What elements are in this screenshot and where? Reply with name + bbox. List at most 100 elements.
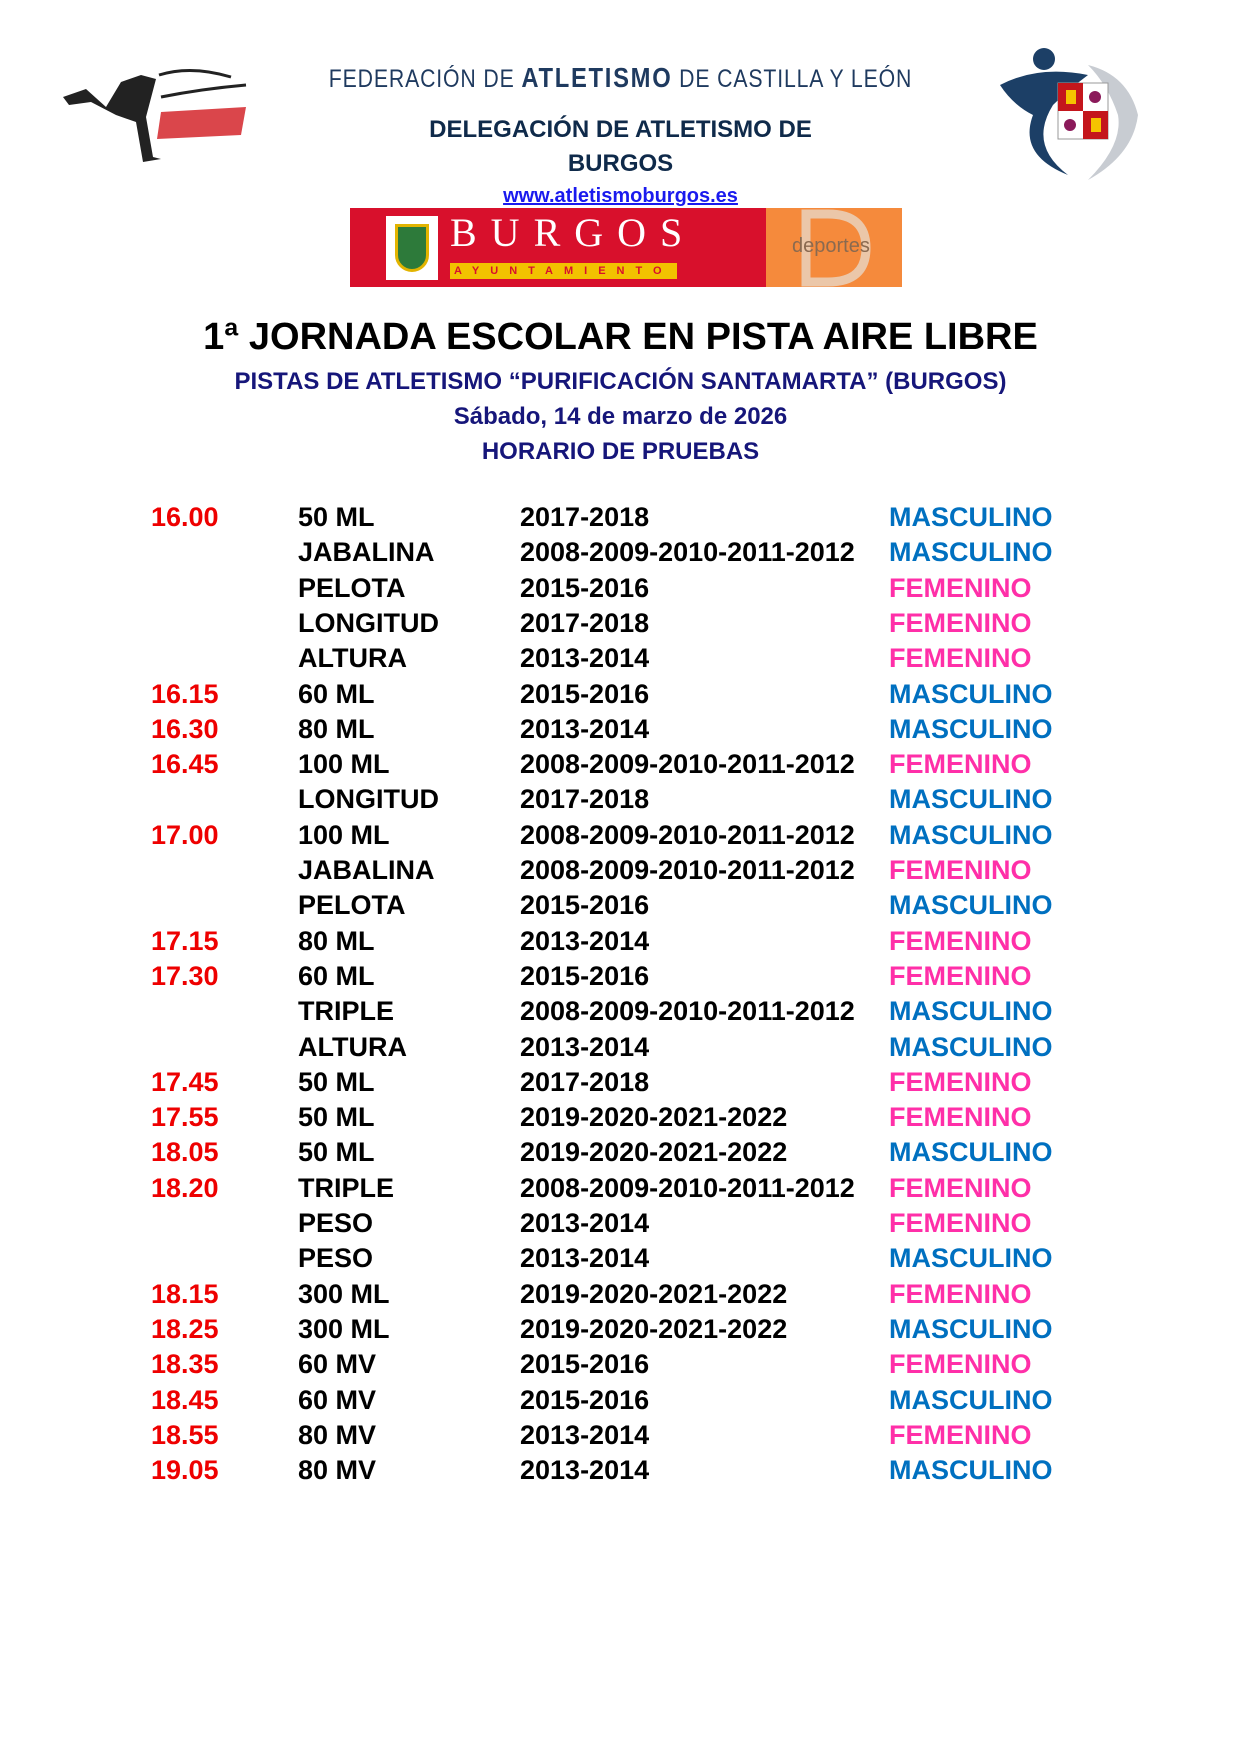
years-cell: 2019-2020-2021-2022 — [520, 1278, 788, 1309]
schedule-row: 17.30 60 ML 2015-2016 FEMENINO — [0, 959, 1241, 993]
event-cell: 60 MV — [298, 1384, 377, 1415]
time-cell: 18.45 — [151, 1384, 219, 1415]
gender-cell: FEMENINO — [889, 607, 1032, 638]
event-cell: ALTURA — [298, 1031, 407, 1062]
years-cell: 2019-2020-2021-2022 — [520, 1137, 788, 1168]
gender-cell: FEMENINO — [889, 1172, 1032, 1203]
event-cell: PESO — [298, 1208, 374, 1238]
years-cell: 2013-2014 — [520, 1208, 650, 1238]
years-cell: 2008-2009-2010-2011-2012 — [520, 819, 855, 850]
event-cell: 60 MV — [298, 1349, 377, 1380]
years-cell: 2013-2014 — [520, 1455, 650, 1486]
runner-shield-icon — [1000, 48, 1138, 180]
event-cell: 50 ML — [298, 1137, 375, 1168]
schedule-row: LONGITUD 2017-2018 FEMENINO — [0, 606, 1241, 640]
time-cell: 18.35 — [151, 1349, 219, 1380]
schedule-row: PELOTA 2015-2016 MASCULINO — [0, 888, 1241, 922]
gender-cell: MASCULINO — [889, 1031, 1053, 1062]
atletismo-burgos-logo — [61, 67, 253, 168]
event-cell: 80 ML — [298, 925, 375, 956]
time-cell: 17.55 — [151, 1102, 219, 1133]
federation-post: DE CASTILLA Y LEÓN — [679, 65, 913, 93]
event-cell: 80 MV — [298, 1455, 377, 1486]
castilla-leon-logo — [998, 45, 1146, 185]
schedule-heading: HORARIO DE PRUEBAS — [481, 438, 760, 465]
schedule-row: 18.45 60 MV 2015-2016 MASCULINO — [0, 1383, 1241, 1417]
gender-cell: MASCULINO — [889, 784, 1053, 815]
years-cell: 2008-2009-2010-2011-2012 — [520, 996, 855, 1027]
schedule-row: 17.45 50 ML 2017-2018 FEMENINO — [0, 1065, 1241, 1099]
schedule-row: 19.05 80 MV 2013-2014 MASCULINO — [0, 1453, 1241, 1487]
time-cell: 18.15 — [151, 1278, 219, 1309]
burgos-shield-icon — [386, 216, 438, 280]
banner-deportes: deportes — [792, 235, 870, 257]
years-cell: 2013-2014 — [520, 643, 650, 674]
gender-cell: MASCULINO — [889, 502, 1053, 532]
years-cell: 2015-2016 — [520, 678, 650, 709]
gender-cell: MASCULINO — [889, 819, 1053, 850]
event-cell: 60 ML — [298, 678, 375, 709]
time-cell: 18.55 — [151, 1419, 219, 1450]
years-cell: 2013-2014 — [520, 1031, 650, 1062]
gender-cell: FEMENINO — [889, 643, 1032, 674]
schedule-row: JABALINA 2008-2009-2010-2011-2012 MASCULIN… — [0, 535, 1241, 569]
gender-cell: FEMENINO — [889, 749, 1032, 780]
years-cell: 2017-2018 — [520, 784, 650, 815]
gender-cell: FEMENINO — [889, 925, 1032, 956]
years-cell: 2013-2014 — [520, 1419, 650, 1450]
schedule-row: 18.20 TRIPLE 2008-2009-2010-2011-2012 FEMEN… — [0, 1171, 1241, 1205]
event-cell: PELOTA — [298, 572, 406, 603]
time-cell: 18.25 — [151, 1313, 219, 1344]
years-cell: 2019-2020-2021-2022 — [520, 1102, 788, 1133]
website-link[interactable]: www.atletismoburgos.es — [503, 185, 738, 207]
federation-pre: FEDERACIÓN DE — [328, 65, 515, 93]
venue: PISTAS DE ATLETISMO “PURIFICACIÓN SANTAM… — [234, 368, 1007, 395]
years-cell: 2015-2016 — [520, 960, 650, 991]
event-cell: 100 ML — [298, 819, 390, 850]
event-cell: 300 ML — [298, 1313, 390, 1344]
schedule-row: 18.15 300 ML 2019-2020-2021-2022 FEMENINO — [0, 1277, 1241, 1311]
schedule-row: 18.05 50 ML 2019-2020-2021-2022 MASCULINO — [0, 1135, 1241, 1169]
gender-cell: MASCULINO — [889, 890, 1053, 921]
schedule-row: PESO 2013-2014 MASCULINO — [0, 1241, 1241, 1275]
time-cell: 17.15 — [151, 925, 219, 956]
deportes-panel: deportes — [766, 208, 902, 287]
delegation-line1: DELEGACIÓN DE ATLETISMO DE — [429, 116, 812, 143]
event-cell: 80 MV — [298, 1419, 377, 1450]
schedule-row: TRIPLE 2008-2009-2010-2011-2012 MASCULINO — [0, 994, 1241, 1028]
deportes-d-icon — [801, 209, 871, 287]
time-cell: 16.00 — [151, 502, 219, 532]
years-cell: 2008-2009-2010-2011-2012 — [520, 855, 855, 885]
event-cell: 50 ML — [298, 1066, 375, 1097]
gender-cell: MASCULINO — [889, 1313, 1053, 1344]
schedule-row: JABALINA 2008-2009-2010-2011-2012 FEMENINO — [0, 853, 1241, 887]
time-cell: 17.00 — [151, 819, 219, 850]
gender-cell: FEMENINO — [889, 1208, 1032, 1238]
gender-cell: FEMENINO — [889, 1066, 1032, 1097]
years-cell: 2013-2014 — [520, 1243, 650, 1274]
gender-cell: MASCULINO — [889, 537, 1053, 568]
time-cell: 16.15 — [151, 678, 219, 709]
time-cell: 18.05 — [151, 1137, 219, 1168]
event-cell: TRIPLE — [298, 1172, 395, 1203]
ayuntamiento-panel: BURGOS AYUNTAMIENTO — [350, 208, 766, 287]
gender-cell: FEMENINO — [889, 572, 1032, 603]
burgos-ayuntamiento-banner: BURGOS AYUNTAMIENTO deportes — [350, 208, 902, 287]
gender-cell: MASCULINO — [889, 713, 1053, 744]
years-cell: 2015-2016 — [520, 1384, 650, 1415]
years-cell: 2015-2016 — [520, 1349, 650, 1380]
gender-cell: MASCULINO — [889, 1137, 1053, 1168]
schedule-row: 16.45 100 ML 2008-2009-2010-2011-2012 FEMEN… — [0, 747, 1241, 781]
gender-cell: MASCULINO — [889, 996, 1053, 1027]
event-cell: LONGITUD — [298, 784, 439, 815]
schedule-row: PESO 2013-2014 FEMENINO — [0, 1206, 1241, 1240]
years-cell: 2013-2014 — [520, 713, 650, 744]
schedule-row: 16.15 60 ML 2015-2016 MASCULINO — [0, 677, 1241, 711]
time-cell: 18.20 — [151, 1172, 219, 1203]
time-cell: 17.45 — [151, 1066, 219, 1097]
gender-cell: MASCULINO — [889, 1384, 1053, 1415]
schedule-row: 16.00 50 ML 2017-2018 MASCULINO — [0, 500, 1241, 534]
years-cell: 2013-2014 — [520, 925, 650, 956]
event-date: Sábado, 14 de marzo de 2026 — [453, 403, 788, 430]
schedule-row: PELOTA 2015-2016 FEMENINO — [0, 571, 1241, 605]
